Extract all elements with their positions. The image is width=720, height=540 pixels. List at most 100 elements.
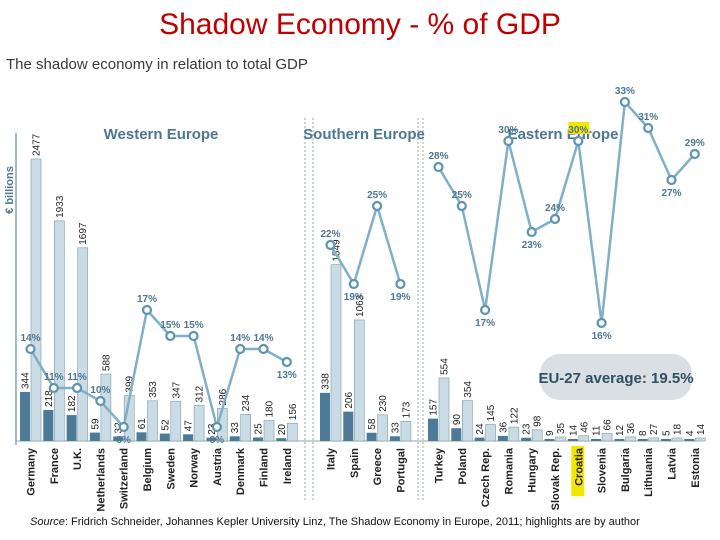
shadow-bar: [591, 439, 602, 441]
country-label: France: [49, 448, 61, 484]
shadow-bar: [229, 436, 240, 441]
gdp-bar: [400, 421, 412, 442]
percent-point: [25, 343, 36, 355]
shadow-value-label: 24: [475, 423, 486, 435]
percent-point: [165, 330, 176, 342]
percent-point: [71, 382, 83, 394]
gdp-bar: [77, 247, 88, 442]
gdp-value-label: 35: [556, 422, 567, 434]
gdp-bar: [648, 437, 660, 442]
gdp-value-label: 353: [148, 381, 159, 398]
shadow-value-label: 14: [568, 424, 579, 436]
percent-label: 33%: [615, 86, 635, 97]
gdp-bar: [263, 420, 275, 442]
gdp-bar: [461, 400, 473, 442]
gdp-value-label: 122: [509, 407, 520, 424]
shadow-value-label: 9: [545, 430, 556, 436]
percent-label: 22%: [320, 229, 340, 240]
country-label: Poland: [457, 448, 469, 485]
shadow-value-label: 58: [367, 418, 378, 430]
percent-label: 30%: [568, 125, 588, 136]
percent-label: 14%: [230, 333, 250, 344]
country-label: Greece: [372, 448, 384, 485]
gdp-bar: [170, 401, 182, 442]
gdp-value-label: 36: [626, 422, 637, 434]
percent-point: [235, 343, 246, 355]
percent-line-1: [329, 201, 402, 288]
country-label: Slovak Rep.: [550, 448, 562, 510]
shadow-value-label: 12: [615, 424, 626, 436]
percent-label: 27%: [661, 188, 681, 199]
shadow-value-label: 8: [638, 430, 649, 436]
percent-point: [258, 343, 269, 355]
percent-point: [141, 304, 153, 316]
country-label: Portugal: [395, 448, 407, 493]
percent-label: 16%: [592, 331, 612, 342]
country-label: Hungary: [527, 447, 539, 493]
country-label: Romania: [503, 447, 515, 494]
shadow-value-label: 157: [429, 399, 440, 416]
percent-label: 24%: [545, 203, 565, 214]
gdp-value-label: 1063: [355, 294, 366, 317]
shadow-bar: [389, 436, 400, 441]
country-label: Slovenia: [597, 447, 609, 493]
shadow-bar: [614, 439, 625, 441]
shadow-bar: [320, 392, 330, 441]
country-label: Czech Rep.: [480, 448, 492, 507]
country-label: Ireland: [282, 448, 294, 484]
percent-point: [480, 304, 491, 316]
country-label: Germany: [26, 447, 38, 496]
percent-label: 25%: [452, 190, 472, 201]
shadow-bar: [43, 409, 54, 441]
shadow-value-label: 182: [67, 395, 78, 412]
gdp-value-label: 312: [195, 385, 206, 402]
percent-point: [503, 135, 514, 147]
country-label: Denmark: [235, 447, 247, 495]
percent-point: [526, 226, 537, 238]
percent-point: [573, 135, 584, 147]
shadow-bar: [253, 437, 263, 441]
gdp-bar: [30, 158, 42, 442]
shadow-value-label: 218: [44, 390, 55, 407]
gdp-value-label: 399: [125, 375, 136, 392]
gdp-bar: [330, 264, 342, 442]
source-note: Source: Fridrich Schneider, Johannes Kep…: [30, 516, 640, 528]
country-label: Latvia: [667, 447, 679, 480]
country-label: Estonia: [690, 447, 702, 488]
gdp-value-label: 173: [401, 401, 412, 418]
shadow-bar: [474, 437, 485, 441]
shadow-value-label: 33: [230, 422, 241, 434]
shadow-bar: [661, 439, 671, 441]
gdp-bar: [286, 422, 298, 442]
shadow-value-label: 61: [137, 418, 148, 430]
gdp-value-label: 180: [265, 400, 276, 417]
gdp-value-label: 145: [486, 404, 497, 421]
gdp-bar: [193, 405, 205, 442]
gdp-value-label: 46: [579, 421, 590, 433]
country-label: Turkey: [434, 447, 446, 483]
percent-label: 15%: [160, 320, 180, 331]
percent-label: 25%: [367, 190, 387, 201]
highlight-marker: [568, 122, 590, 134]
country-label: Belgium: [142, 448, 154, 492]
gdp-value-label: 27: [649, 423, 660, 435]
gdp-value-label: 554: [440, 358, 451, 375]
chart-title: The shadow economy in relation to total …: [6, 56, 308, 73]
region-header-1: Southern Europe: [303, 126, 425, 143]
gdp-value-label: 14: [696, 423, 707, 435]
percent-line-2: [437, 99, 696, 324]
percent-label: 17%: [137, 294, 157, 305]
slide-title: Shadow Economy - % of GDP: [159, 8, 561, 41]
percent-label: 8%: [210, 435, 225, 446]
percent-point: [95, 395, 106, 407]
percent-point: [211, 421, 222, 433]
gdp-bar: [555, 436, 566, 442]
shadow-bar: [66, 415, 77, 441]
percent-label: 29%: [685, 138, 705, 149]
percent-label: 14%: [20, 333, 40, 344]
percent-label: 19%: [390, 292, 410, 303]
country-label: Croatia: [573, 447, 585, 486]
gdp-bar: [578, 435, 590, 442]
gdp-bar: [438, 377, 450, 442]
